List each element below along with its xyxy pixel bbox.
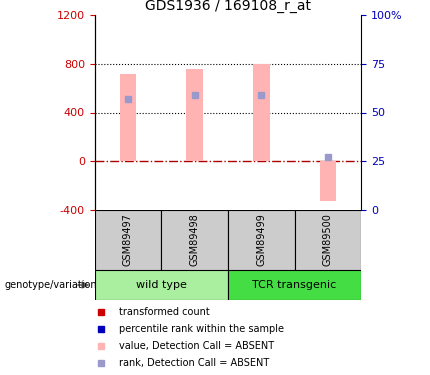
Title: GDS1936 / 169108_r_at: GDS1936 / 169108_r_at <box>145 0 311 13</box>
Text: GSM89500: GSM89500 <box>323 213 333 266</box>
Text: value, Detection Call = ABSENT: value, Detection Call = ABSENT <box>120 341 274 351</box>
Text: genotype/variation: genotype/variation <box>4 280 97 290</box>
Text: GSM89498: GSM89498 <box>190 214 200 266</box>
Bar <box>186 69 203 161</box>
Bar <box>253 64 270 161</box>
Text: TCR transgenic: TCR transgenic <box>252 280 337 290</box>
Text: transformed count: transformed count <box>120 307 210 317</box>
Text: percentile rank within the sample: percentile rank within the sample <box>120 324 284 334</box>
Bar <box>95 210 161 270</box>
Text: GSM89497: GSM89497 <box>123 213 133 266</box>
Text: rank, Detection Call = ABSENT: rank, Detection Call = ABSENT <box>120 358 270 368</box>
Bar <box>120 74 136 161</box>
Bar <box>295 210 361 270</box>
Bar <box>228 210 295 270</box>
Bar <box>161 210 228 270</box>
Text: GSM89499: GSM89499 <box>256 214 266 266</box>
Bar <box>95 270 228 300</box>
Bar <box>228 270 361 300</box>
Text: wild type: wild type <box>136 280 187 290</box>
Bar <box>319 161 336 201</box>
